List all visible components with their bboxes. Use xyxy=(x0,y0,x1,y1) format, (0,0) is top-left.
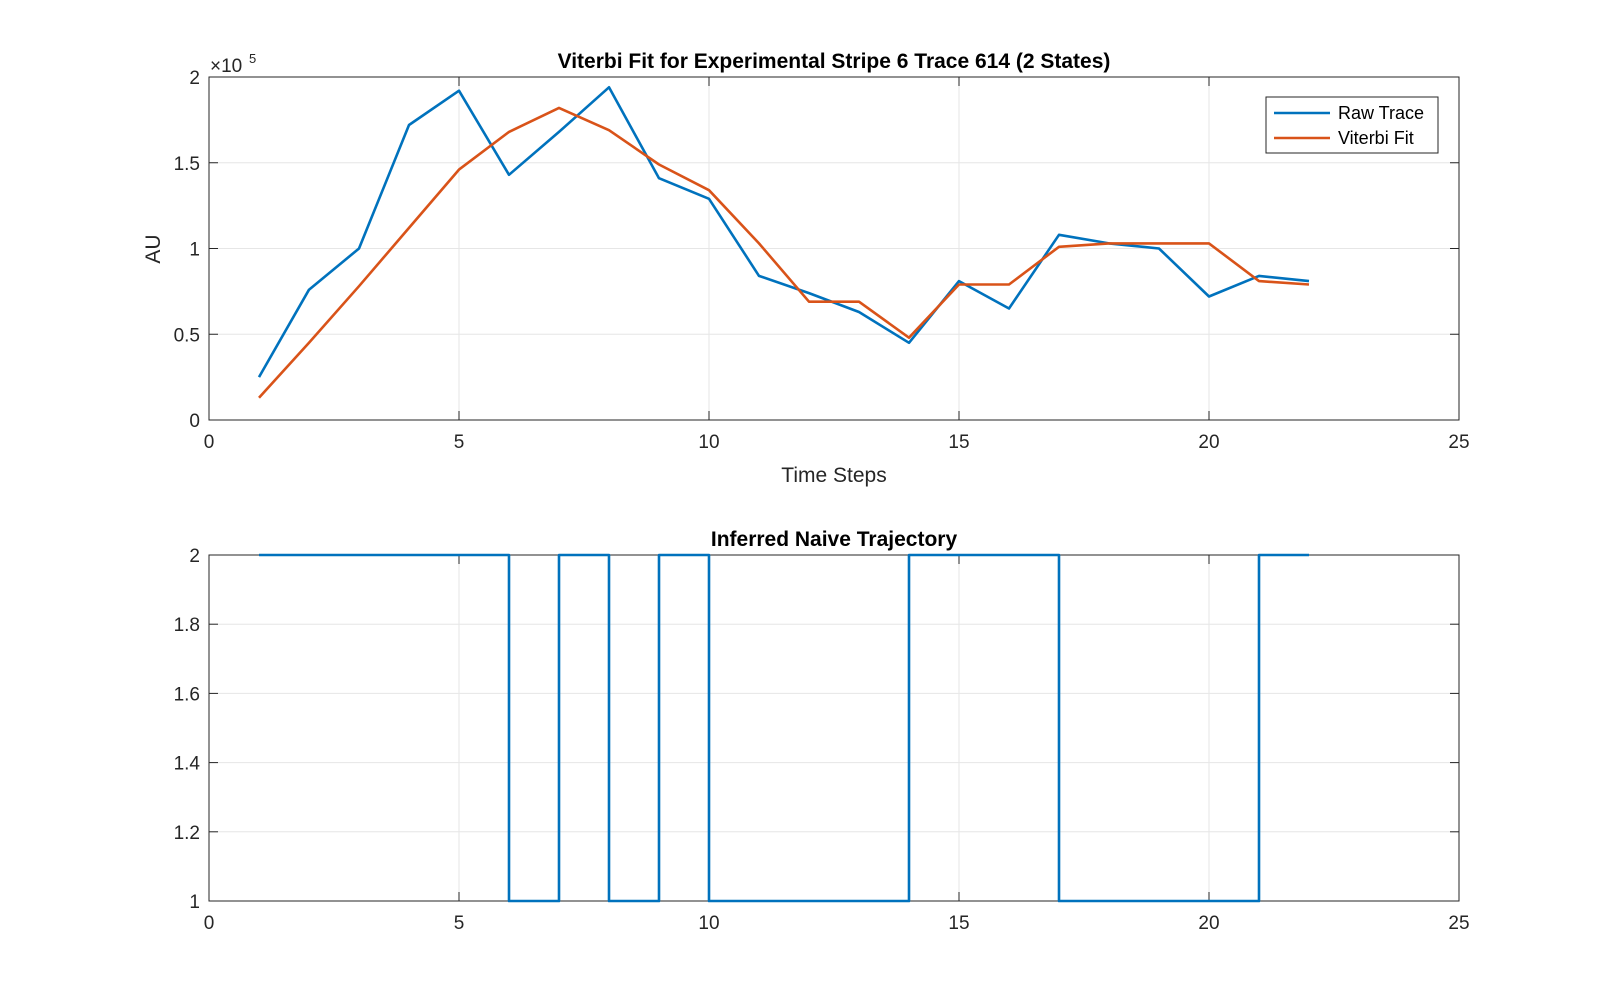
series-line-raw-trace xyxy=(257,86,1310,378)
bottom-x-tick-label: 20 xyxy=(1198,913,1219,934)
top-x-tick-label: 10 xyxy=(698,432,719,453)
naive-trajectory-chart: 0 5 10 15 20 25 1 1.2 1.4 1.6 1.8 2 Inferred Naive … xyxy=(174,528,1470,934)
bottom-series xyxy=(259,553,1309,903)
top-x-tick-label: 20 xyxy=(1198,432,1219,453)
top-y-tick-label: 0 xyxy=(189,411,200,432)
bottom-y-tick-label: 1 xyxy=(189,892,200,913)
viterbi-fit-chart: 0 5 10 15 20 25 0 0.5 1 1.5 2 Viterbi Fit for Expe… xyxy=(142,50,1470,487)
top-grid xyxy=(209,77,1459,420)
y-exponent-power: 5 xyxy=(249,51,256,66)
top-x-tick-label: 0 xyxy=(204,432,215,453)
bottom-x-tick-label: 10 xyxy=(698,913,719,934)
bottom-y-tick-label: 1.4 xyxy=(174,754,201,775)
legend-label-viterbi-fit: Viterbi Fit xyxy=(1338,128,1414,148)
top-x-tick-label: 15 xyxy=(948,432,969,453)
top-x-tick-label: 25 xyxy=(1448,432,1469,453)
bottom-ticks: 0 5 10 15 20 25 1 1.2 1.4 1.6 1.8 2 xyxy=(174,546,1470,934)
top-series xyxy=(257,86,1310,399)
bottom-chart-title: Inferred Naive Trajectory xyxy=(711,528,958,551)
y-exponent-label: ×10 5 xyxy=(210,51,256,77)
legend: Raw Trace Viterbi Fit xyxy=(1265,96,1439,154)
bottom-y-tick-label: 1.6 xyxy=(174,684,200,705)
series-line-viterbi-fit xyxy=(258,106,1310,399)
top-x-tick-label: 5 xyxy=(454,432,465,453)
bottom-x-tick-label: 5 xyxy=(454,913,465,934)
top-x-axis-label: Time Steps xyxy=(781,464,886,487)
bottom-x-tick-label: 25 xyxy=(1448,913,1469,934)
series-line-trajectory xyxy=(259,553,1309,903)
top-y-tick-label: 1 xyxy=(189,240,200,261)
top-y-tick-label: 2 xyxy=(189,68,200,89)
top-y-tick-label: 1.5 xyxy=(174,154,200,175)
top-y-tick-label: 0.5 xyxy=(174,325,200,346)
top-ticks: 0 5 10 15 20 25 0 0.5 1 1.5 2 xyxy=(174,68,1470,453)
bottom-x-tick-label: 0 xyxy=(204,913,215,934)
bottom-x-tick-label: 15 xyxy=(948,913,969,934)
top-y-axis-label: AU xyxy=(142,234,165,263)
top-chart-title: Viterbi Fit for Experimental Stripe 6 Tr… xyxy=(558,50,1111,73)
legend-box xyxy=(1265,96,1439,154)
y-exponent-base: ×10 xyxy=(210,56,242,77)
bottom-y-tick-label: 1.2 xyxy=(174,823,200,844)
legend-label-raw-trace: Raw Trace xyxy=(1338,103,1424,123)
bottom-y-tick-label: 2 xyxy=(189,546,200,567)
bottom-y-tick-label: 1.8 xyxy=(174,615,200,636)
